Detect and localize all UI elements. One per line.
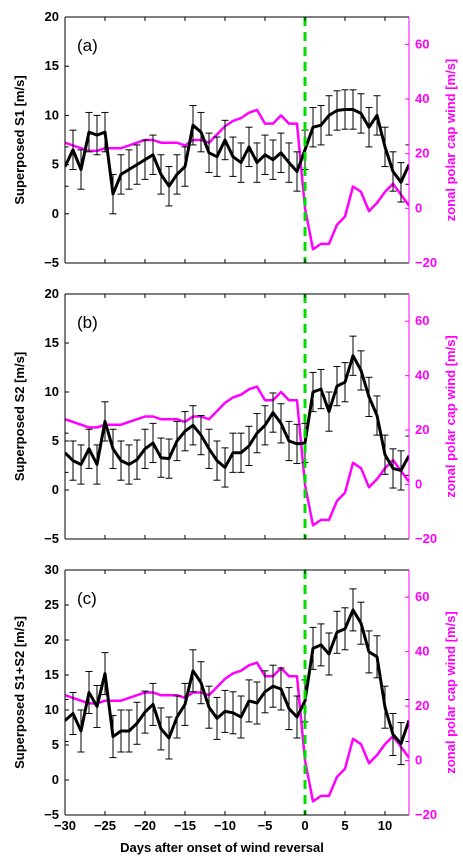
y2-tick-label: 40: [415, 644, 429, 659]
y-tick-label: 0: [52, 482, 59, 497]
error-bar: [405, 699, 409, 742]
panel-3: −5 0 5 10 15 20 25 30 −20 0 20 40 60 −30 −25 −20 −15 −10 −…: [12, 562, 458, 833]
y-tick-label: 20: [45, 9, 59, 24]
panel-label: (a): [77, 36, 98, 55]
plot-area: [65, 294, 409, 539]
y-axis-label: Superposed S1+S2 [m/s]: [12, 616, 27, 769]
y-tick-label: 10: [45, 107, 59, 122]
wind-series-line: [65, 661, 409, 803]
y2-tick-label: 0: [415, 477, 422, 492]
y-tick-label: 0: [52, 772, 59, 787]
y2-tick-label: 40: [415, 368, 429, 383]
panel-1: −5 0 5 10 15 20 −20 0 20 40 60 (a) Superposed S1 [m/…: [12, 9, 458, 270]
y-tick-label: 20: [45, 286, 59, 301]
y-tick-label: 20: [45, 632, 59, 647]
x-axis-label: Days after onset of wind reversal: [120, 840, 324, 855]
x-tick-label: −25: [94, 818, 116, 833]
y2-tick-label: 0: [415, 200, 422, 215]
y2-axis-label: zonal polar cap wind [m/s]: [443, 59, 458, 222]
error-bar: [65, 432, 69, 473]
y-tick-label: 5: [52, 157, 59, 172]
y-axis-label: Superposed S1 [m/s]: [12, 75, 27, 204]
wind-series-line: [65, 108, 409, 251]
plot-area: [65, 17, 409, 263]
plot-area: [65, 570, 409, 815]
panel-label: (c): [77, 589, 97, 608]
x-tick-label: −15: [174, 818, 196, 833]
y2-axis-label: zonal polar cap wind [m/s]: [443, 611, 458, 774]
x-tick-label: −20: [134, 818, 156, 833]
s-series-line: [65, 354, 409, 472]
y-tick-label: −5: [44, 531, 59, 546]
y2-tick-label: −20: [415, 807, 437, 822]
s-series-line: [65, 108, 409, 196]
y-axis-label: Superposed S2 [m/s]: [12, 352, 27, 481]
y-tick-label: 5: [52, 737, 59, 752]
y2-axis-label: zonal polar cap wind [m/s]: [443, 335, 458, 498]
y2-tick-label: −20: [415, 531, 437, 546]
s-series-line: [65, 608, 409, 746]
error-bar: [65, 146, 69, 187]
y-tick-label: −5: [44, 807, 59, 822]
x-tick-label: −5: [258, 818, 273, 833]
x-tick-label: 0: [301, 818, 308, 833]
y-tick-label: 15: [45, 667, 59, 682]
y-tick-label: −5: [44, 255, 59, 270]
x-tick-label: −10: [214, 818, 236, 833]
y2-tick-label: 60: [415, 313, 429, 328]
error-bar: [405, 144, 409, 185]
wind-series-line: [65, 385, 409, 527]
y2-tick-label: 60: [415, 36, 429, 51]
panel-label: (b): [77, 313, 98, 332]
y-tick-label: 10: [45, 384, 59, 399]
y2-tick-label: 0: [415, 753, 422, 768]
y2-tick-label: 20: [415, 422, 429, 437]
y-tick-label: 5: [52, 433, 59, 448]
x-tick-label: −30: [54, 818, 76, 833]
y-tick-label: 15: [45, 58, 59, 73]
y-tick-label: 15: [45, 335, 59, 350]
x-tick-label: 10: [378, 818, 392, 833]
y2-tick-label: 40: [415, 91, 429, 106]
y-tick-label: 30: [45, 562, 59, 577]
y-tick-label: 25: [45, 597, 59, 612]
y2-tick-label: 60: [415, 589, 429, 604]
y-tick-label: 0: [52, 206, 59, 221]
y-tick-label: 10: [45, 702, 59, 717]
y2-tick-label: 20: [415, 698, 429, 713]
x-tick-label: 5: [341, 818, 348, 833]
y2-tick-label: −20: [415, 255, 437, 270]
panel-2: −5 0 5 10 15 20 −20 0 20 40 60 (b) Superposed S2 [m/…: [12, 286, 458, 546]
y2-tick-label: 20: [415, 146, 429, 161]
error-bar: [405, 435, 409, 476]
error-bar: [65, 699, 69, 742]
